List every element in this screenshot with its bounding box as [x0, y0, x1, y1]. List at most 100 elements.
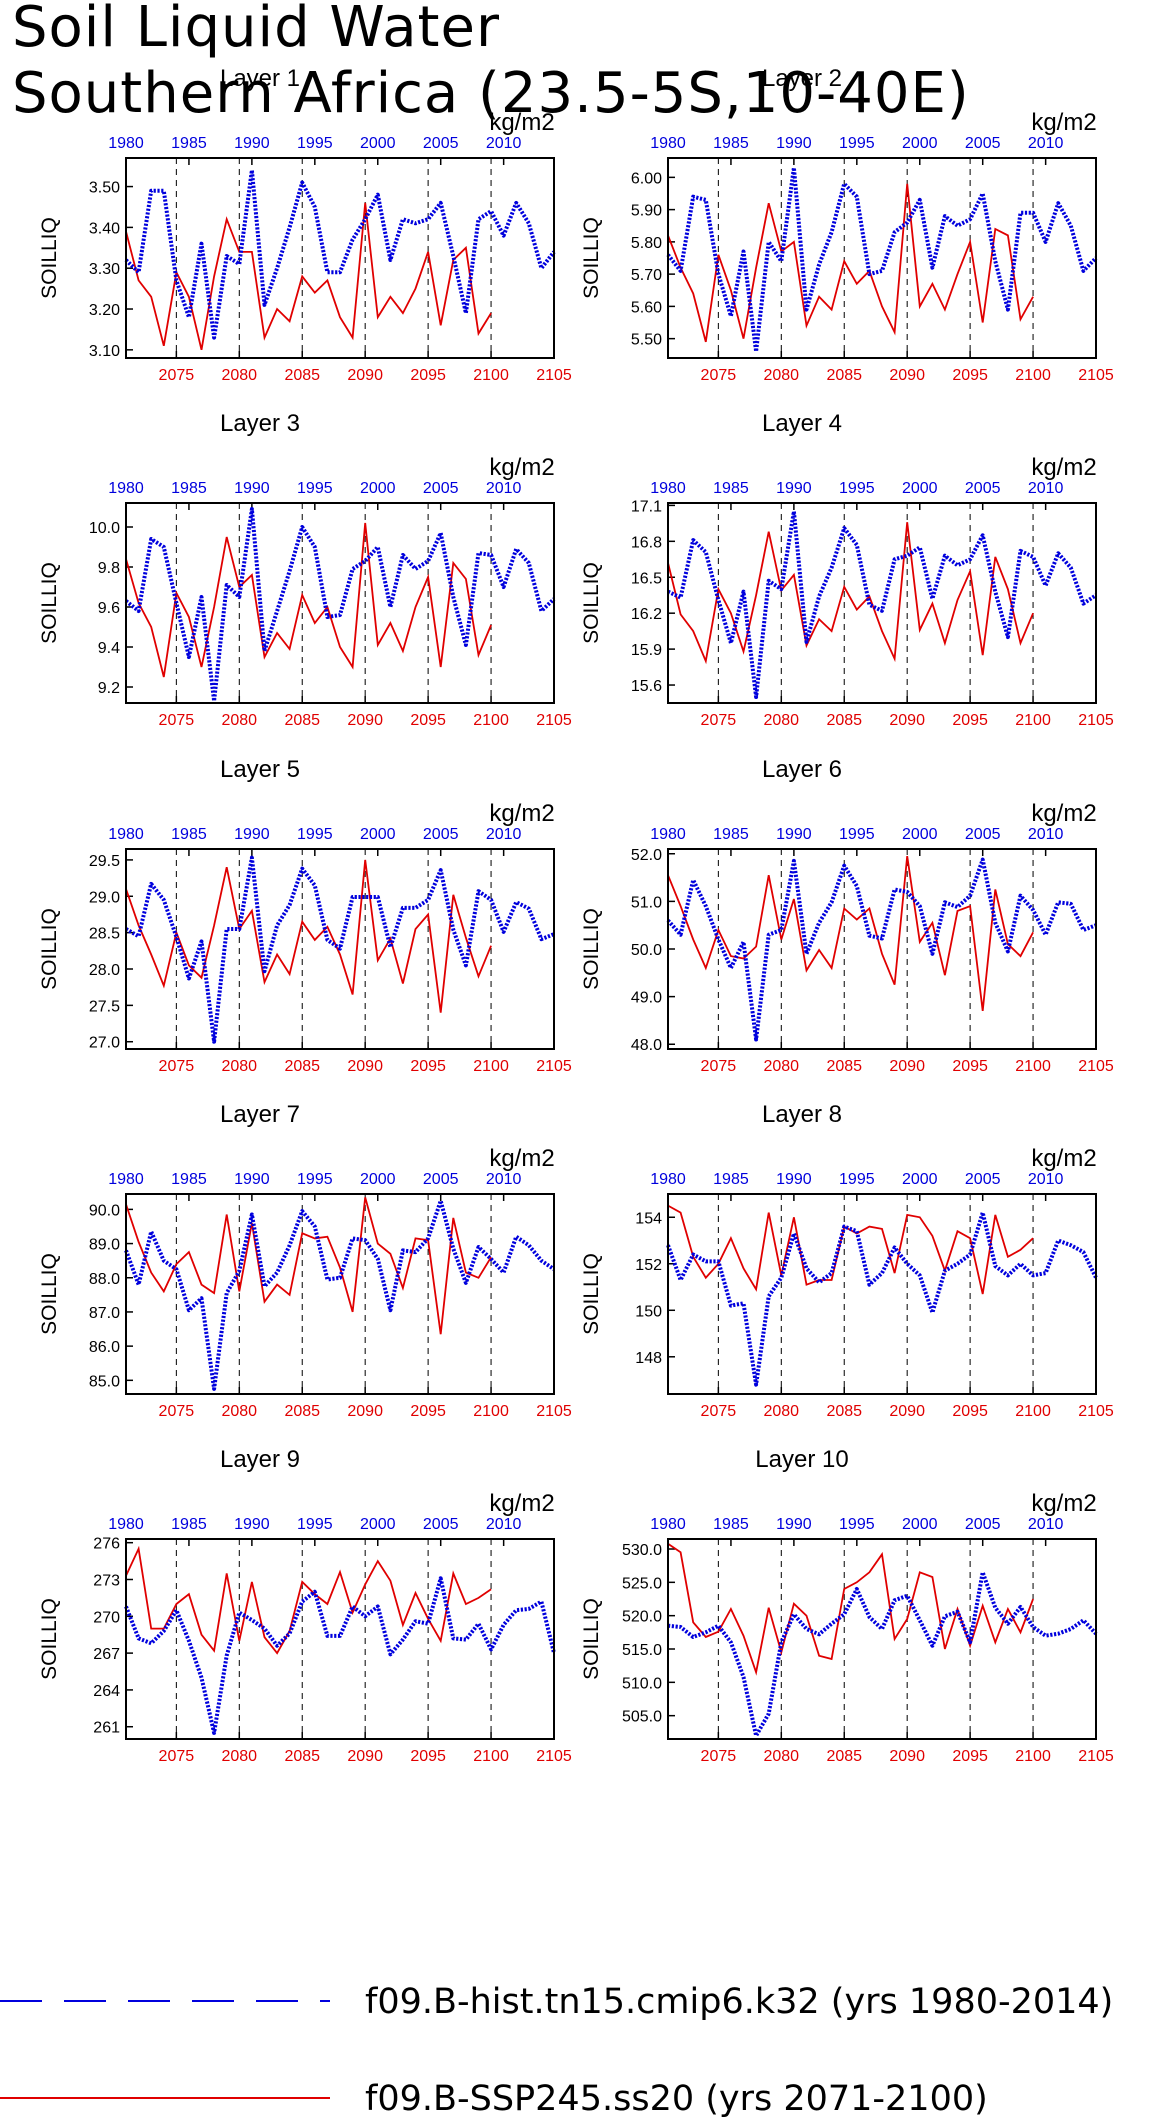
series-line-hist — [667, 509, 1098, 699]
bottom-tick-label: 2075 — [159, 712, 195, 729]
top-tick-label: 1980 — [108, 826, 144, 843]
bottom-tick-label: 2100 — [473, 1403, 509, 1420]
y-tick-label: 29.5 — [89, 853, 120, 870]
top-tick-label: 2005 — [965, 480, 1001, 497]
y-tick-label: 276 — [93, 1536, 120, 1553]
y-tick-label: 51.0 — [631, 894, 662, 911]
y-tick-label: 270 — [93, 1609, 120, 1626]
y-tick-label: 273 — [93, 1572, 120, 1589]
top-tick-label: 2010 — [1028, 480, 1064, 497]
top-tick-label: 2000 — [360, 1516, 396, 1533]
bottom-tick-label: 2085 — [284, 1748, 320, 1765]
y-tick-label: 27.5 — [89, 998, 120, 1015]
bottom-tick-label: 2085 — [826, 1058, 862, 1075]
plot-frame — [667, 1193, 1097, 1395]
panel-title: Layer 5 — [220, 756, 300, 783]
bottom-tick-label: 2075 — [159, 1748, 195, 1765]
series-line-hist — [666, 1210, 1098, 1387]
bottom-tick-label: 2095 — [952, 367, 988, 384]
series-line-ssp245 — [125, 859, 492, 1013]
bottom-tick-label: 2105 — [536, 1403, 572, 1420]
panel-units: kg/m2 — [1031, 1145, 1096, 1172]
y-tick-label: 90.0 — [89, 1202, 120, 1219]
top-tick-label: 1990 — [776, 480, 812, 497]
top-tick-label: 2005 — [965, 1171, 1001, 1188]
top-tick-label: 2010 — [1028, 135, 1064, 152]
panel-layer-1: Layer 1 kg/m2 1980 1985 1990 1995 2000 2005 2010… — [38, 65, 572, 384]
top-tick-label: 2000 — [902, 135, 938, 152]
top-tick-label: 1990 — [776, 826, 812, 843]
bottom-tick-label: 2085 — [826, 367, 862, 384]
top-tick-label: 2010 — [486, 135, 522, 152]
top-tick-label: 2005 — [965, 135, 1001, 152]
y-tick-label: 28.0 — [89, 962, 120, 979]
panel-units: kg/m2 — [489, 800, 554, 827]
bottom-tick-label: 2095 — [952, 1748, 988, 1765]
top-tick-label: 1990 — [234, 826, 270, 843]
bottom-tick-label: 2080 — [763, 712, 799, 729]
y-tick-label: 9.6 — [98, 600, 120, 617]
top-tick-label: 1995 — [297, 1171, 333, 1188]
panel-title: Layer 10 — [755, 1446, 848, 1473]
top-tick-label: 2005 — [965, 826, 1001, 843]
top-tick-label: 1980 — [650, 1516, 686, 1533]
bottom-tick-label: 2090 — [347, 1058, 383, 1075]
series-line-hist — [124, 1198, 556, 1391]
panel-title: Layer 4 — [762, 410, 842, 437]
panel-title: Layer 3 — [220, 410, 300, 437]
y-axis-label: SOILLIQ — [580, 1598, 603, 1680]
top-tick-label: 1980 — [650, 480, 686, 497]
series-line-ssp245 — [667, 1542, 1034, 1676]
top-tick-label: 2005 — [423, 135, 459, 152]
bottom-tick-label: 2100 — [1015, 367, 1051, 384]
panel-layer-4: Layer 4 kg/m2 1980 1985 1990 1995 2000 2005 2010… — [580, 410, 1114, 729]
top-tick-label: 1985 — [171, 1516, 207, 1533]
top-tick-label: 2010 — [486, 480, 522, 497]
panel-title: Layer 7 — [220, 1101, 300, 1128]
bottom-tick-label: 2085 — [284, 1058, 320, 1075]
plot-frame — [667, 157, 1097, 359]
top-tick-label: 1990 — [234, 480, 270, 497]
bottom-tick-label: 2075 — [701, 367, 737, 384]
y-axis-label: SOILLIQ — [580, 217, 603, 299]
top-tick-label: 1980 — [650, 826, 686, 843]
series-line-ssp245 — [125, 1197, 492, 1335]
bottom-tick-label: 2080 — [763, 1058, 799, 1075]
top-tick-label: 1985 — [713, 480, 749, 497]
series-line-hist — [667, 1570, 1098, 1738]
y-tick-label: 515.0 — [622, 1642, 662, 1659]
series-line-ssp245 — [125, 522, 492, 678]
bottom-tick-label: 2100 — [1015, 712, 1051, 729]
bottom-tick-label: 2100 — [1015, 1058, 1051, 1075]
bottom-tick-label: 2095 — [410, 1403, 446, 1420]
bottom-tick-label: 2080 — [221, 367, 257, 384]
panel-layer-6: Layer 6 kg/m2 1980 1985 1990 1995 2000 2005 2010… — [580, 756, 1114, 1075]
top-tick-label: 1985 — [171, 480, 207, 497]
panel-title: Layer 6 — [762, 756, 842, 783]
top-tick-label: 1995 — [839, 1171, 875, 1188]
y-axis-label: SOILLIQ — [580, 1253, 603, 1335]
bottom-tick-label: 2100 — [473, 712, 509, 729]
bottom-tick-label: 2100 — [473, 1058, 509, 1075]
top-tick-label: 2000 — [360, 1171, 396, 1188]
bottom-tick-label: 2075 — [701, 1403, 737, 1420]
top-tick-label: 2000 — [902, 480, 938, 497]
y-axis-label: SOILLIQ — [580, 908, 603, 990]
panel-title: Layer 9 — [220, 1446, 300, 1473]
y-axis-label: SOILLIQ — [38, 1253, 61, 1335]
panel-units: kg/m2 — [489, 1490, 554, 1517]
bottom-tick-label: 2075 — [159, 367, 195, 384]
bottom-tick-label: 2075 — [701, 1058, 737, 1075]
top-tick-label: 2005 — [965, 1516, 1001, 1533]
top-tick-label: 1980 — [108, 1171, 144, 1188]
top-tick-label: 1995 — [839, 826, 875, 843]
panel-title: Layer 2 — [762, 65, 842, 92]
y-axis-label: SOILLIQ — [580, 562, 603, 644]
y-tick-label: 52.0 — [631, 847, 662, 864]
panel-units: kg/m2 — [489, 109, 554, 136]
y-tick-label: 150 — [635, 1303, 662, 1320]
y-tick-label: 16.8 — [631, 534, 662, 551]
bottom-tick-label: 2090 — [889, 367, 925, 384]
figure-title-line-1: Soil Liquid Water — [12, 0, 500, 60]
